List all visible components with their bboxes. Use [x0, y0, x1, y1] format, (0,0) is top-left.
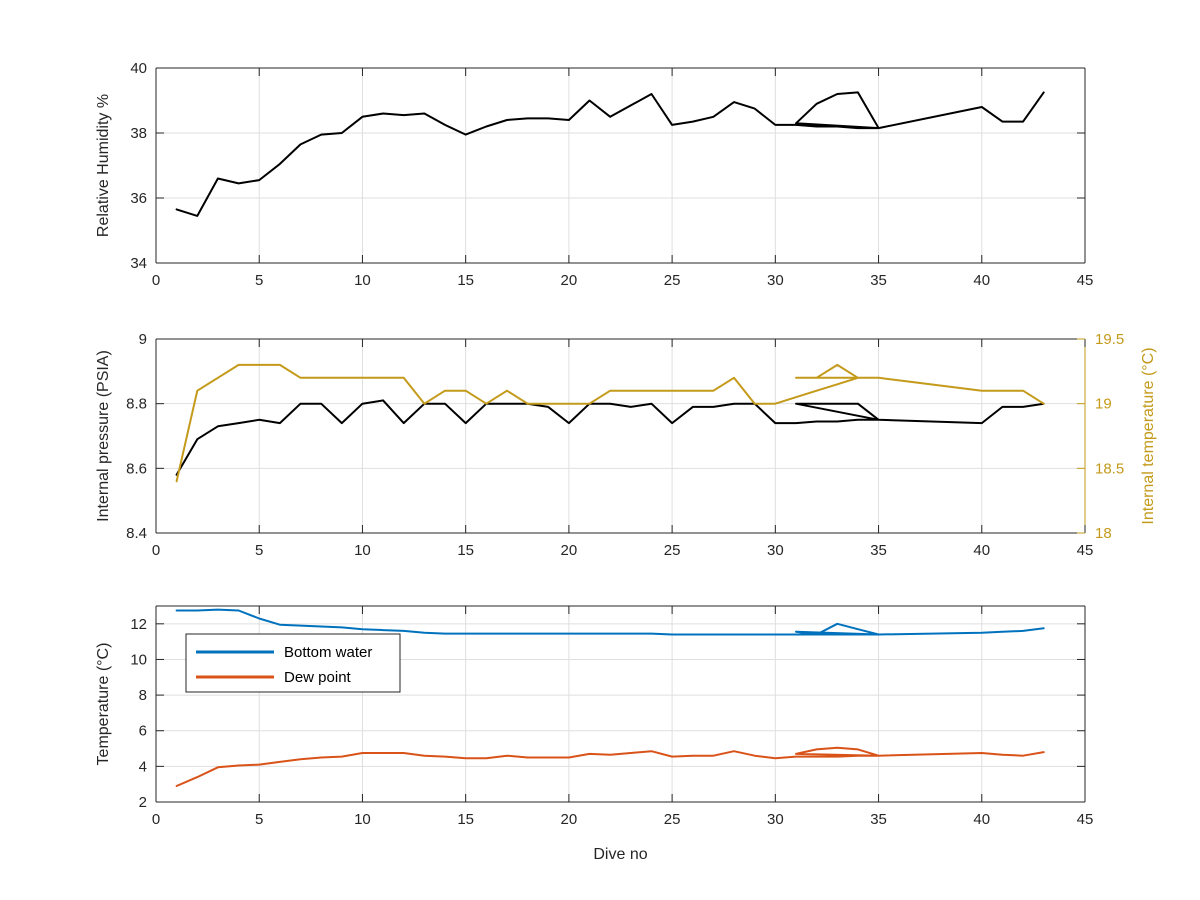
series-line-bottom-water	[175, 608, 1045, 636]
legend: Bottom water Dew point	[185, 633, 401, 693]
x-tick-label: 10	[354, 542, 371, 559]
y2-tick-label: 19.5	[1095, 331, 1124, 348]
x-tick-label: 20	[561, 811, 578, 828]
x-tick-label: 25	[664, 542, 681, 559]
y2-tick-label: 19	[1095, 396, 1112, 413]
y-tick-label: 4	[139, 758, 147, 775]
series-line-1-1	[175, 91, 1045, 217]
y-tick-label: 38	[130, 125, 147, 142]
x-tick-label: 10	[354, 272, 371, 289]
x-axis-label: Dive no	[593, 846, 647, 863]
x-tick-label: 40	[973, 811, 990, 828]
plot-area	[156, 68, 1085, 263]
y-tick-label: 8	[139, 687, 147, 704]
subplot-3: 0 5 10 15 20 25 30 35 40 45 2 4 6 8 10 12 Temperature (°…	[95, 605, 1094, 863]
y2-tick-label: 18	[1095, 525, 1112, 542]
x-tick-label: 25	[664, 811, 681, 828]
x-tick-label: 30	[767, 542, 784, 559]
y-tick-label: 40	[130, 60, 147, 77]
x-tick-label: 0	[152, 272, 160, 289]
x-tick-label: 45	[1077, 272, 1094, 289]
legend-label-bottom-water: Bottom water	[284, 644, 372, 661]
x-tick-label: 5	[255, 811, 263, 828]
y-tick-label: 9	[139, 331, 147, 348]
x-tick-label: 45	[1077, 811, 1094, 828]
y-tick-label: 2	[139, 794, 147, 811]
y-axis-label: Internal pressure (PSIA)	[95, 350, 112, 522]
x-tick-label: 35	[870, 811, 887, 828]
y-tick-label: 36	[130, 190, 147, 207]
subplot-2: 0 5 10 15 20 25 30 35 40 45 8.4 8.6 8.8 9 18 18.5 19 19.5…	[95, 331, 1157, 559]
x-tick-label: 15	[457, 272, 474, 289]
series-line-dew-point	[175, 746, 1045, 787]
x-tick-label: 20	[561, 542, 578, 559]
x-tick-label: 40	[973, 272, 990, 289]
x-tick-label: 25	[664, 272, 681, 289]
y-tick-label: 8.8	[126, 396, 147, 413]
series-line-2-1	[175, 399, 1045, 476]
x-tick-label: 40	[973, 542, 990, 559]
y-tick-label: 34	[130, 255, 147, 272]
x-tick-label: 35	[870, 272, 887, 289]
plot-area	[156, 339, 1085, 533]
x-tick-label: 0	[152, 542, 160, 559]
x-tick-label: 35	[870, 542, 887, 559]
x-tick-label: 30	[767, 811, 784, 828]
x-tick-label: 20	[561, 272, 578, 289]
y-axis-label: Relative Humidity %	[95, 94, 112, 237]
y-tick-label: 8.6	[126, 460, 147, 477]
x-tick-label: 15	[457, 542, 474, 559]
y2-tick-label: 18.5	[1095, 460, 1124, 477]
y-tick-label: 8.4	[126, 525, 147, 542]
y-tick-label: 10	[130, 651, 147, 668]
x-tick-label: 45	[1077, 542, 1094, 559]
y-axis-label: Temperature (°C)	[95, 643, 112, 766]
legend-box	[185, 633, 401, 693]
y-tick-label: 12	[130, 616, 147, 633]
legend-label-dew-point: Dew point	[284, 669, 352, 686]
x-tick-label: 15	[457, 811, 474, 828]
y-tick-label: 6	[139, 723, 147, 740]
x-tick-label: 30	[767, 272, 784, 289]
series-line-2-2	[175, 363, 1045, 483]
x-tick-label: 10	[354, 811, 371, 828]
x-tick-label: 5	[255, 272, 263, 289]
x-tick-label: 5	[255, 542, 263, 559]
y2-axis-label: Internal temperature (°C)	[1140, 347, 1157, 524]
x-tick-label: 0	[152, 811, 160, 828]
subplot-1: 0 5 10 15 20 25 30 35 40 45 34 36 38 40 Relative Humid…	[95, 60, 1093, 289]
